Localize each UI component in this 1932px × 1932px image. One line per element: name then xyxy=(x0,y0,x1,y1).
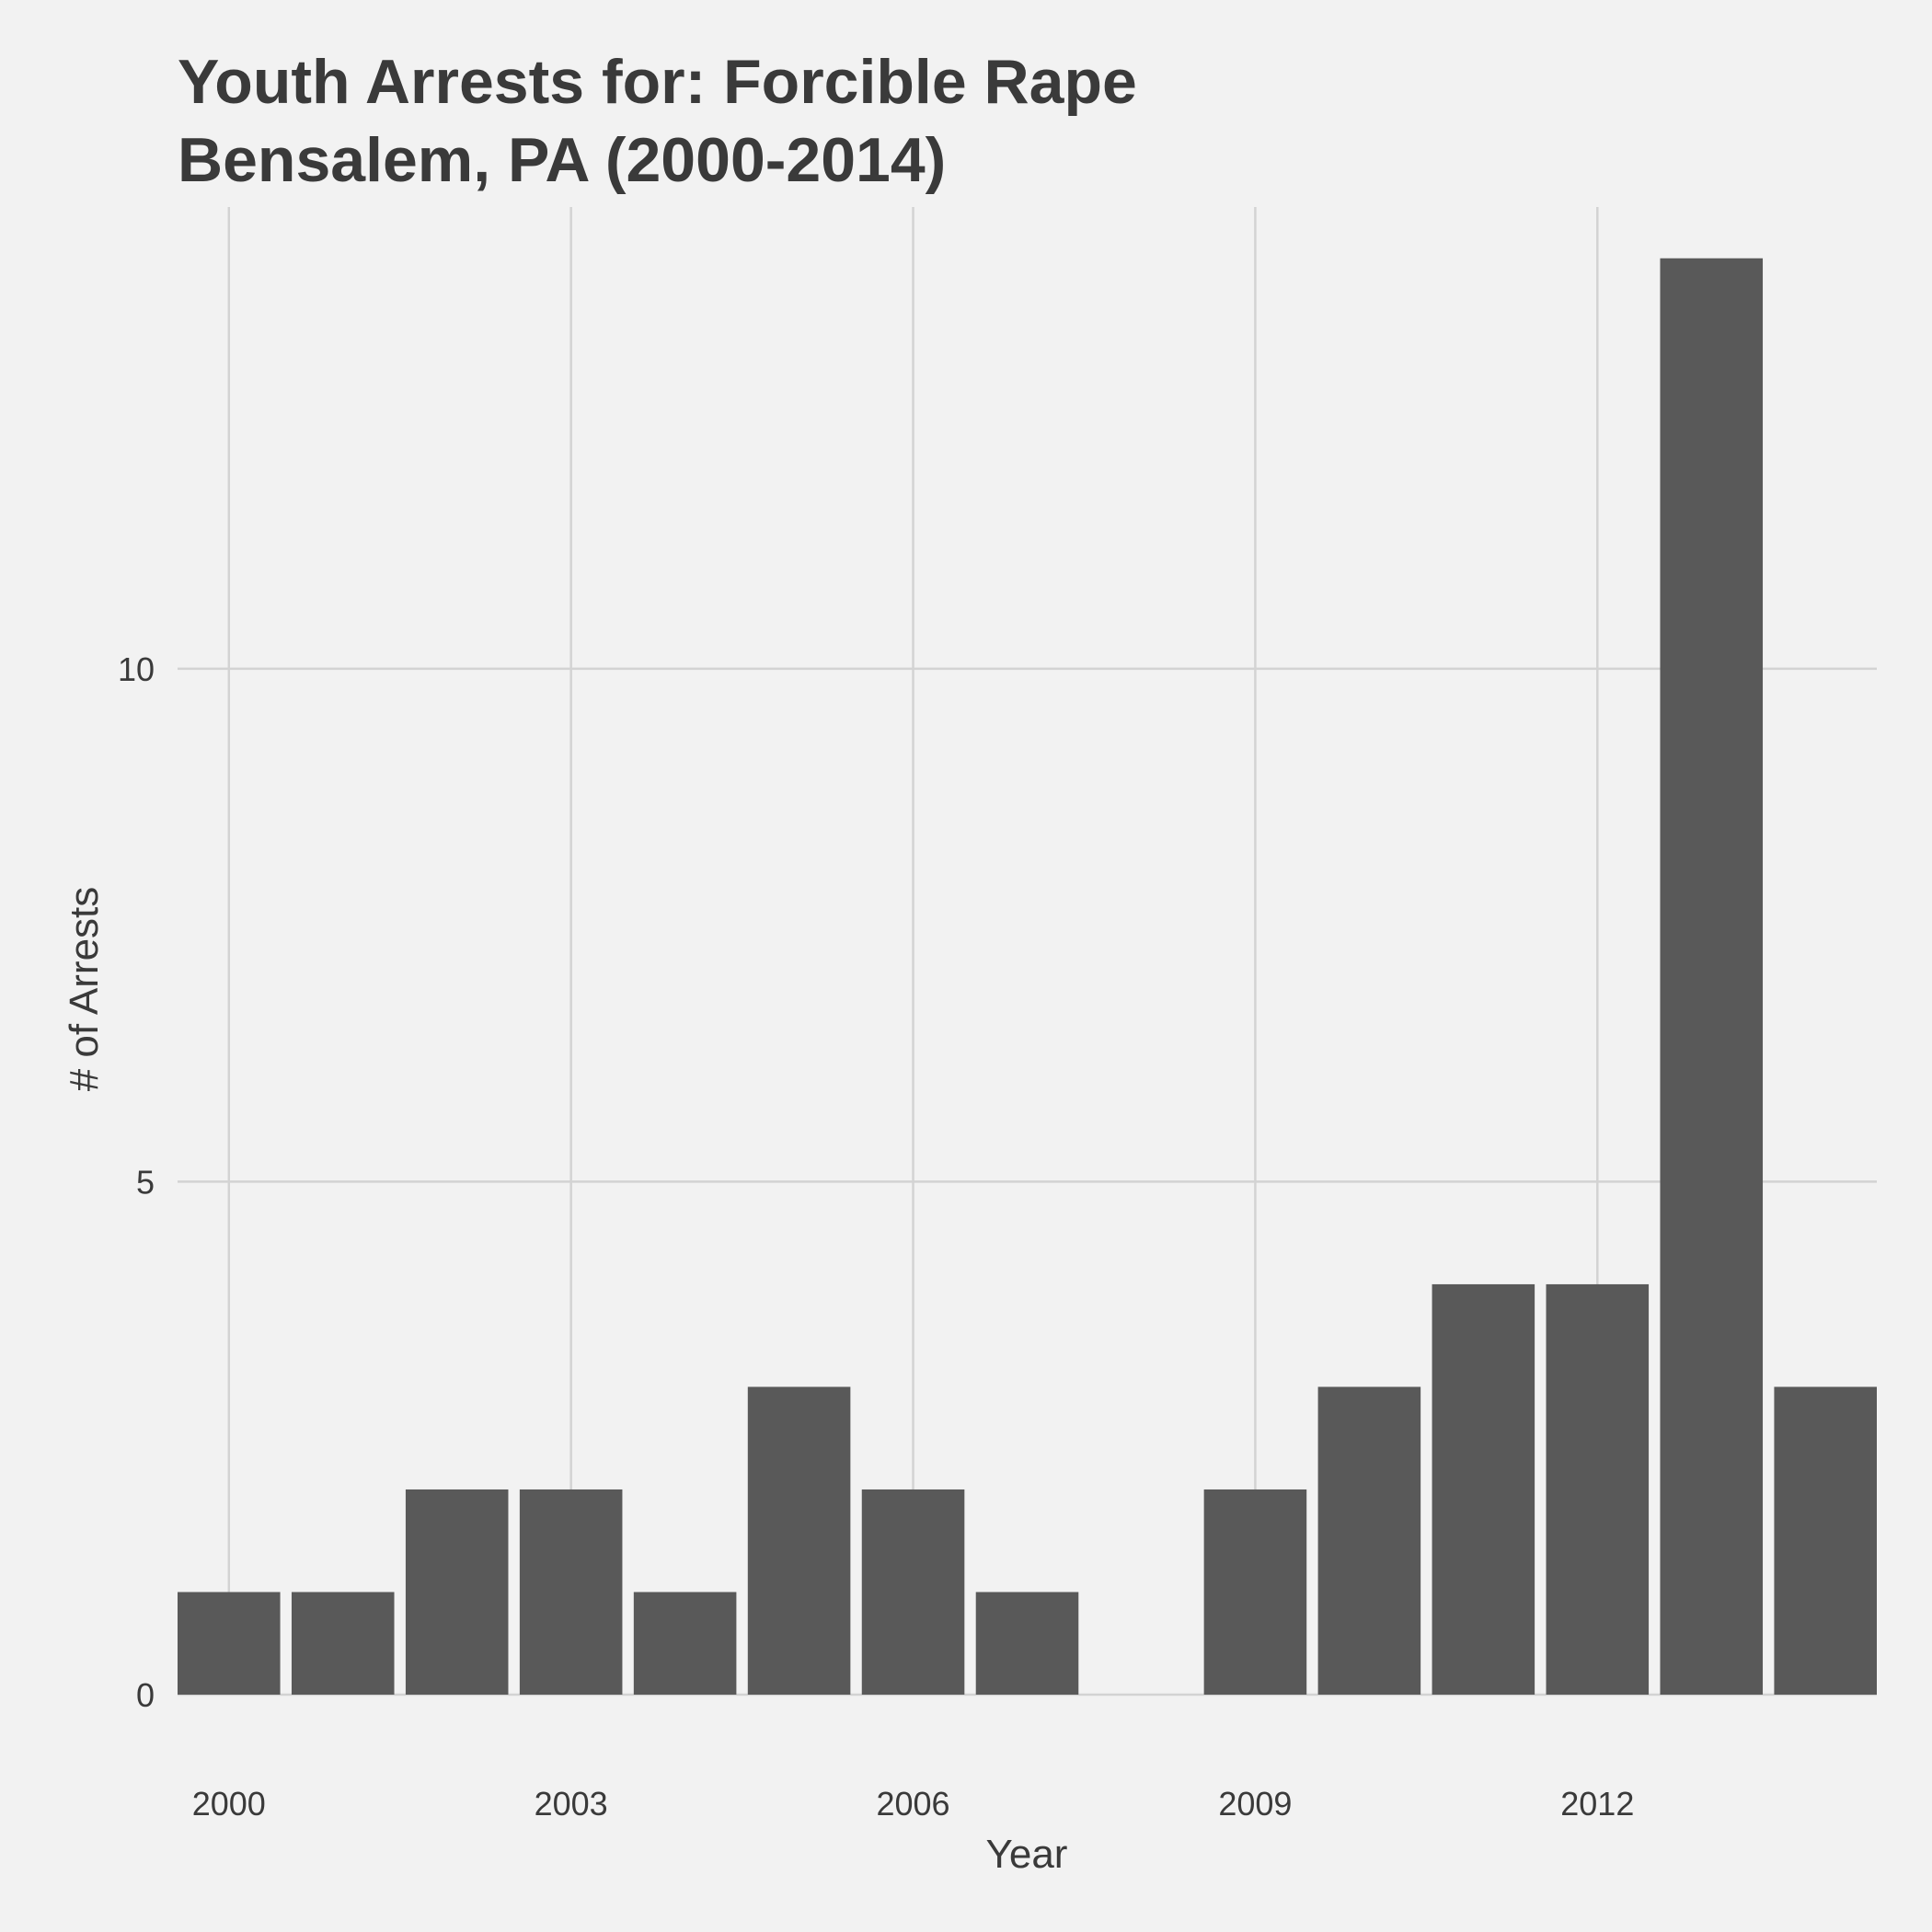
bar-2007 xyxy=(975,1592,1079,1695)
x-tick-label-2012: 2012 xyxy=(1560,1785,1634,1823)
bar-2004 xyxy=(633,1592,737,1695)
chart-title-line-2: Bensalem, PA (2000-2014) xyxy=(178,125,946,195)
x-tick-label-2003: 2003 xyxy=(535,1785,608,1823)
bar-2012 xyxy=(1546,1283,1650,1695)
bar-2005 xyxy=(747,1386,851,1695)
y-axis-title: # of Arrests xyxy=(62,887,107,1092)
bar-2001 xyxy=(291,1592,395,1695)
bar-2002 xyxy=(405,1489,509,1695)
bar-2013 xyxy=(1660,258,1764,1696)
x-tick-label-2009: 2009 xyxy=(1218,1785,1292,1823)
bar-2014 xyxy=(1774,1386,1877,1695)
bar-2009 xyxy=(1203,1489,1307,1695)
bar-2006 xyxy=(861,1489,965,1695)
x-tick-label-2000: 2000 xyxy=(192,1785,266,1823)
bar-2003 xyxy=(519,1489,623,1695)
bars xyxy=(178,258,1877,1696)
bar-2000 xyxy=(178,1592,281,1695)
y-tick-label-10: 10 xyxy=(118,650,155,688)
y-tick-label-0: 0 xyxy=(136,1676,155,1714)
bar-2011 xyxy=(1432,1283,1535,1695)
chart-title-line-1: Youth Arrests for: Forcible Rape xyxy=(178,47,1137,117)
y-tick-label-5: 5 xyxy=(136,1163,155,1201)
x-tick-label-2006: 2006 xyxy=(876,1785,949,1823)
bar-2010 xyxy=(1317,1386,1421,1695)
x-axis-title: Year xyxy=(986,1832,1068,1877)
tick-labels: 2000 2003 2006 2009 2012 0 5 10 xyxy=(118,650,1634,1823)
